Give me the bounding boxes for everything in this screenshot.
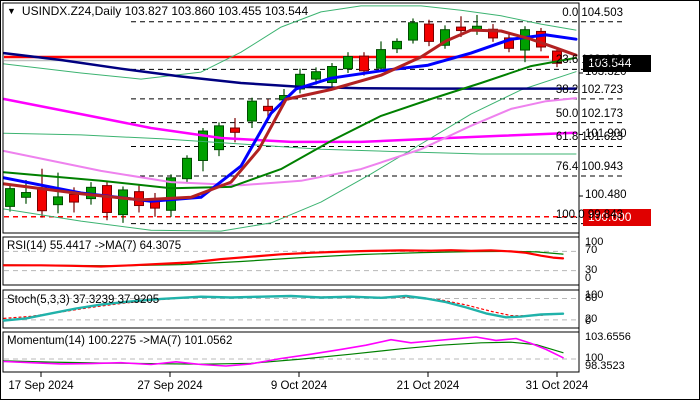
fib-level-label: 50.0 102.173	[555, 107, 623, 120]
fib-level-label: 0.0 104.503	[562, 6, 623, 19]
date-axis-label: 31 Oct 2024	[525, 380, 589, 392]
stoch-scale-label: 100	[585, 289, 604, 301]
fib-level-label: 61.8 101.623	[555, 131, 623, 144]
chart-title: USINDX.Z24,Daily 103.827 103.860 103.455…	[21, 4, 309, 18]
fib-level-label: 100.0 99.843	[555, 208, 623, 221]
stoch-scale-label: 0	[585, 315, 592, 327]
stoch-scale-label: 80	[585, 291, 598, 304]
date-axis-label: 9 Oct 2024	[270, 380, 328, 392]
rsi-scale-label: 0	[585, 272, 592, 284]
round-level-badge: 100.000	[583, 209, 651, 226]
momentum-scale-label: 103.6556	[585, 331, 631, 343]
date-axis-label: 27 Sep 2024	[137, 380, 203, 392]
date-axis-label: 17 Sep 2024	[8, 380, 74, 392]
fib-level-label: 23.6 103.403	[555, 54, 623, 67]
chart-header: ▼ USINDX.Z24,Daily 103.827 103.860 103.4…	[7, 4, 308, 18]
chart-dropdown-icon[interactable]: ▼	[7, 6, 16, 16]
fib-level-label: 76.4 100.943	[555, 160, 623, 173]
rsi-scale-label: 30	[585, 263, 598, 276]
stoch-indicator-label: Stoch(5,3,3) 37.3239 37.9205	[7, 294, 160, 306]
price-axis-label: 100.480	[585, 189, 627, 201]
momentum-scale-label: 100	[585, 352, 604, 365]
momentum-indicator-label: Momentum(14) 100.2275 ->MA(7) 101.0562	[7, 335, 233, 347]
fib-level-label: 38.2 102.723	[555, 83, 623, 96]
rsi-indicator-label: RSI(14) 55.4417 ->MA(7) 64.3075	[7, 240, 182, 252]
date-axis-label: 21 Oct 2024	[396, 380, 460, 392]
current-price-badge: 103.544	[583, 55, 651, 72]
price-axis-label: 103.320	[585, 66, 627, 78]
rsi-scale-label: 70	[585, 244, 598, 257]
stoch-scale-label: 20	[585, 312, 598, 325]
price-axis-label: 101.900	[585, 127, 627, 140]
momentum-scale-label: 98.3523	[585, 360, 625, 372]
rsi-scale-label: 100	[585, 236, 604, 248]
